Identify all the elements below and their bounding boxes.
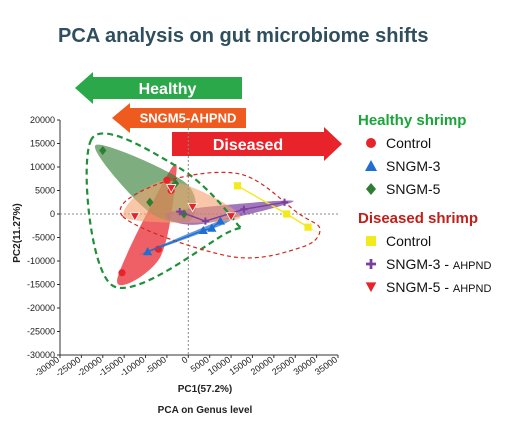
x-tick-label: -5000: [143, 354, 168, 375]
point-diseased-control: [233, 182, 242, 190]
y-tick-label: 15000: [30, 139, 55, 149]
y-tick-label: 20000: [30, 115, 55, 125]
point-healthy-sngm-5: [99, 145, 107, 156]
legend-label: Control: [386, 233, 431, 249]
ellipse-diseased-sngm-5-ahpnd: [123, 180, 241, 223]
arrow-healthy: Healthy: [75, 72, 242, 104]
arrow-label: SNGM5-AHPND: [140, 111, 237, 126]
arrow-shape: [172, 127, 342, 161]
legend-marker-plus: [366, 259, 376, 269]
y-tick-label: -20000: [27, 303, 55, 313]
legend-marker-square: [366, 236, 376, 246]
point-diseased-sngm-5-ahpnd: [165, 184, 177, 194]
point-diseased-sngm-5-ahpnd: [129, 212, 141, 222]
point-healthy-sngm-3: [215, 216, 225, 225]
legend-heading-diseased-shrimp: Diseased shrimp: [358, 210, 478, 227]
x-tick-label: -10000: [118, 354, 147, 378]
arrow-label: Healthy: [139, 81, 197, 98]
line-diseased-sngm-3-ahpnd: [179, 201, 285, 222]
arrow-diseased: Diseased: [172, 127, 342, 161]
arrow-label: Diseased: [213, 137, 283, 154]
arrows-layer: Healthy SNGM5-AHPND Diseased: [75, 72, 342, 161]
point-healthy-sngm-5: [146, 197, 154, 207]
legend-label: Control: [386, 135, 431, 151]
legend-heading-healthy-shrimp: Healthy shrimp: [358, 112, 466, 129]
y-tick-label: 10000: [30, 162, 55, 172]
y-tick-label: 5000: [35, 186, 55, 196]
legend-marker-triangle-down: [364, 281, 378, 294]
x-tick-label: 0: [180, 354, 190, 365]
point-healthy-control: [118, 269, 126, 277]
arrow-shape: [75, 72, 242, 104]
legend-label-suffix: AHPND: [453, 283, 492, 295]
point-diseased-control: [283, 210, 291, 218]
healthy-envelope: [85, 132, 244, 289]
point-diseased-sngm-3-ahpnd: [240, 205, 248, 213]
point-diseased-sngm-5-ahpnd: [187, 202, 198, 213]
legend-item-healthy-shrimp-control: Control: [366, 135, 431, 151]
arrow-shape: [112, 103, 246, 133]
point-healthy-sngm-3: [143, 247, 153, 256]
legend-marker-diamond: [366, 183, 376, 195]
point-diseased-sngm-3-ahpnd: [176, 208, 184, 216]
legend-label: SNGM-3: [386, 158, 441, 174]
legend-item-healthy-shrimp-sngm-3: SNGM-3: [365, 158, 441, 174]
legend-item-healthy-shrimp-sngm-5: SNGM-5: [366, 181, 441, 197]
legend: Healthy shrimp Control SNGM-3 SNGM-5 Disease…: [358, 112, 491, 295]
legend-label-suffix: AHPND: [453, 260, 492, 272]
point-healthy-sngm-3: [198, 225, 208, 235]
arrow-sngm5-ahpnd: SNGM5-AHPND: [112, 103, 246, 133]
y-tick-label: -10000: [27, 256, 55, 266]
y-tick-label: -25000: [27, 327, 55, 337]
point-healthy-sngm-3: [207, 223, 217, 232]
y-axis-label: PC2(11.27%): [12, 203, 23, 262]
legend-marker-triangle-up: [365, 160, 377, 171]
legend-item-diseased-shrimp-sngm-3-ahpnd: SNGM-3 - AHPND: [366, 256, 491, 272]
legend-marker-circle: [366, 138, 376, 148]
chart-subtitle: PCA on Genus level: [158, 405, 253, 416]
x-axis-label: PC1(57.2%): [178, 384, 232, 395]
legend-item-diseased-shrimp-sngm-5-ahpnd: SNGM-5 - AHPND: [364, 279, 491, 295]
point-diseased-sngm-3-ahpnd: [280, 198, 289, 206]
point-diseased-sngm-5-ahpnd: [225, 212, 237, 222]
legend-label: SNGM-5 - AHPND: [386, 279, 491, 295]
points-layer: [99, 145, 312, 277]
point-diseased-sngm-3-ahpnd: [201, 217, 210, 225]
legend-item-diseased-shrimp-control: Control: [366, 233, 431, 249]
y-tick-label: 0: [50, 209, 55, 219]
point-diseased-control: [304, 223, 312, 231]
chart-title: PCA analysis on gut microbiome shifts: [58, 25, 428, 47]
y-tick-label: -15000: [27, 280, 55, 290]
plot-area: 20000150001000050000-5000-10000-15000-20…: [27, 115, 339, 379]
y-tick-label: -30000: [27, 350, 55, 360]
legend-label: SNGM-5: [386, 181, 441, 197]
point-healthy-control: [163, 176, 171, 184]
legend-label: SNGM-3 - AHPND: [386, 256, 491, 272]
y-tick-label: -5000: [32, 233, 55, 243]
